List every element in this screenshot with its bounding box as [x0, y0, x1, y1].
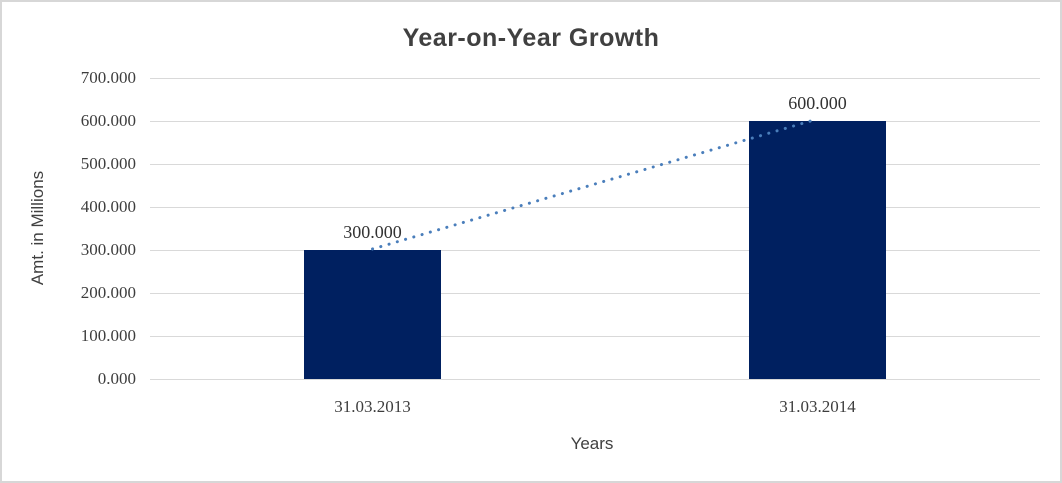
x-axis-title: Years	[570, 434, 614, 453]
gridline	[150, 163, 1040, 165]
y-axis-tick-label: 700.000	[80, 68, 136, 87]
gridline	[150, 335, 1040, 337]
bar-data-label: 600.000	[788, 93, 847, 113]
gridline	[150, 120, 1040, 122]
chart-title: Year-on-Year Growth	[402, 24, 660, 52]
trendline	[371, 117, 819, 251]
y-axis-tick-label: 400.000	[80, 197, 136, 216]
trendline-svg	[371, 117, 819, 251]
y-axis: 700.000 600.000 500.000 400.000 300.000 200.0…	[2, 68, 136, 388]
gridline	[150, 77, 1040, 79]
gridline	[150, 292, 1040, 294]
y-axis-tick-label: 200.000	[80, 283, 136, 302]
bar	[749, 121, 886, 379]
bar-data-label: 300.000	[343, 222, 402, 242]
y-axis-tick-label: 600.000	[80, 111, 136, 130]
gridline	[150, 206, 1040, 208]
y-axis-tick-label: 0.000	[97, 369, 136, 388]
gridline	[150, 378, 1040, 380]
y-axis-tick-label: 100.000	[80, 326, 136, 345]
gridline	[150, 249, 1040, 251]
plot-area: 300.000 600.000	[150, 77, 1040, 380]
x-axis-category-label: 31.03.2013	[334, 397, 411, 416]
x-axis: 31.03.2013 31.03.2014	[150, 396, 1040, 420]
x-axis-category-label: 31.03.2014	[779, 397, 856, 416]
y-axis-tick-label: 500.000	[80, 154, 136, 173]
y-axis-tick-label: 300.000	[80, 240, 136, 259]
bar	[304, 250, 441, 379]
